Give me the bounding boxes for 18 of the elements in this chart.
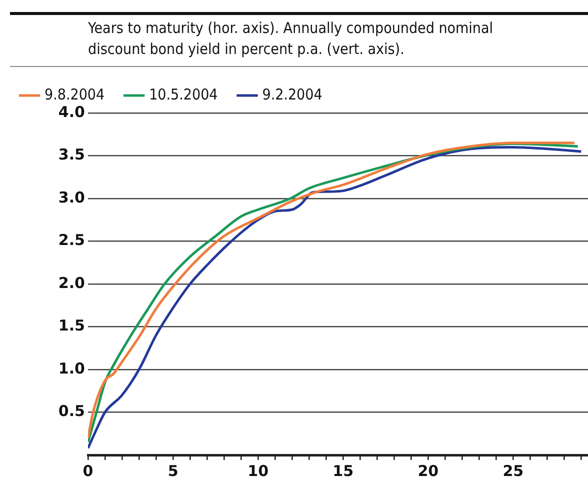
- legend-label: 9.8.2004: [44, 85, 105, 104]
- x-tick-label: 20: [418, 462, 439, 480]
- chart-subtitle: Years to maturity (hor. axis). Annually compounded nominal discount bond yield in percent p.a. (vert. axis).: [10, 15, 588, 67]
- y-tick-label: 3.5: [58, 146, 85, 164]
- legend-label: 9.2.2004: [262, 85, 322, 104]
- y-tick-label: 4.0: [58, 102, 85, 121]
- y-tick-label: 3.0: [58, 188, 85, 206]
- y-tick-label: 1.5: [58, 316, 85, 335]
- x-tick-label: 15: [332, 462, 354, 480]
- x-tick-label: 25: [502, 462, 524, 480]
- y-tick-label: 2.5: [58, 231, 85, 250]
- y-tick-label: 1.0: [58, 359, 85, 378]
- y-tick-label: 0.5: [58, 402, 85, 420]
- x-tick-label: 5: [168, 462, 178, 480]
- y-tick-label: 2.0: [58, 274, 85, 292]
- x-tick-label: 0: [82, 462, 94, 480]
- legend-label: 10.5.2004: [149, 85, 218, 104]
- x-tick-label: 10: [248, 462, 269, 480]
